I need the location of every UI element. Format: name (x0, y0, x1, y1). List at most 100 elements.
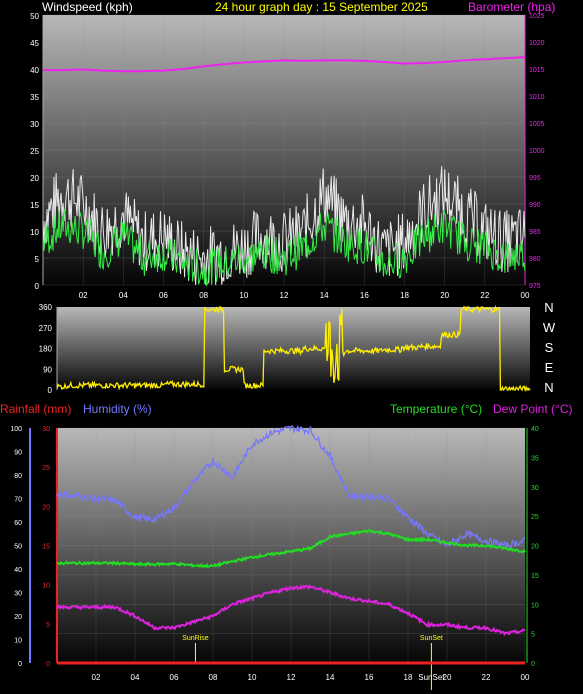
baro-tick-label: 975 (529, 283, 541, 290)
hour-tick-label: 18 (404, 673, 413, 682)
temperature-tick-label: 40 (531, 426, 539, 433)
wind-tick-label: 5 (35, 255, 40, 264)
hour-tick-label: 00 (521, 291, 530, 300)
rainfall-tick-label: 0 (46, 661, 50, 668)
rainfall-tick-label: 5 (46, 622, 50, 629)
humidity-tick-label: 20 (14, 614, 22, 621)
wind-tick-label: 25 (30, 147, 39, 156)
dewpoint-axis-label: Dew Point (°C) (493, 402, 573, 416)
temperature-tick-label: 10 (531, 602, 539, 609)
wind-tick-label: 40 (30, 66, 39, 75)
hour-tick-label: 06 (170, 673, 179, 682)
rainfall-tick-label: 15 (42, 544, 50, 551)
hour-tick-label: 22 (480, 291, 489, 300)
hour-tick-label: 02 (92, 673, 101, 682)
wind-tick-label: 0 (35, 282, 40, 291)
baro-tick-label: 1025 (529, 13, 545, 20)
hour-tick-label: 12 (287, 673, 296, 682)
barometer-series (43, 56, 526, 73)
hour-tick-label: 02 (79, 291, 88, 300)
temperature-tick-label: 0 (531, 661, 535, 668)
compass-label: N (544, 300, 553, 315)
sunset-axis-label: SunSet (418, 673, 445, 682)
wind-tick-label: 50 (30, 12, 39, 21)
temperature-series (57, 529, 526, 569)
compass-label: W (543, 320, 556, 335)
wind-tick-label: 20 (30, 174, 39, 183)
hour-tick-label: 16 (360, 291, 369, 300)
humidity-tick-label: 50 (14, 544, 22, 551)
humidity-tick-label: 10 (14, 638, 22, 645)
wind-tick-label: 35 (30, 93, 39, 102)
rainfall-tick-label: 25 (42, 465, 50, 472)
baro-tick-label: 1005 (529, 121, 545, 128)
direction-tick-label: 270 (39, 324, 53, 333)
hour-tick-label: 20 (443, 673, 452, 682)
rainfall-tick-label: 10 (42, 583, 50, 590)
hour-tick-label: 14 (320, 291, 329, 300)
wind-direction-series (56, 304, 531, 393)
rainfall-tick-label: 30 (42, 426, 50, 433)
hour-tick-label: 06 (159, 291, 168, 300)
humidity-series (56, 424, 526, 549)
hour-tick-label: 00 (521, 673, 530, 682)
direction-tick-label: 0 (48, 386, 53, 395)
compass-label: S (545, 340, 554, 355)
humidity-tick-label: 40 (14, 567, 22, 574)
baro-tick-label: 1020 (529, 40, 545, 47)
baro-tick-label: 985 (529, 229, 541, 236)
dewpoint-series (56, 584, 526, 637)
humidity-tick-label: 90 (14, 450, 22, 457)
hour-tick-label: 08 (209, 673, 218, 682)
temperature-tick-label: 5 (531, 632, 535, 639)
hour-tick-label: 04 (119, 291, 128, 300)
temperature-tick-label: 15 (531, 573, 539, 580)
sunrise-label: SunRise (182, 635, 209, 642)
baro-tick-label: 1010 (529, 94, 545, 101)
wind-tick-label: 15 (30, 201, 39, 210)
hour-tick-label: 12 (280, 291, 289, 300)
humidity-tick-label: 60 (14, 520, 22, 527)
hour-tick-label: 20 (440, 291, 449, 300)
wind-gust-series (42, 166, 526, 286)
baro-tick-label: 980 (529, 256, 541, 263)
compass-label: E (545, 360, 554, 375)
hour-tick-label: 16 (365, 673, 374, 682)
humidity-tick-label: 80 (14, 473, 22, 480)
rainfall-axis-label: Rainfall (mm) (0, 402, 72, 416)
baro-tick-label: 1015 (529, 67, 545, 74)
baro-tick-label: 1000 (529, 148, 545, 155)
humidity-tick-label: 100 (10, 426, 22, 433)
hour-tick-label: 10 (248, 673, 257, 682)
humidity-tick-label: 0 (18, 661, 22, 668)
humidity-tick-label: 70 (14, 497, 22, 504)
temperature-axis-label: Temperature (°C) (390, 402, 483, 416)
date-title: 24 hour graph day : 15 September 2025 (215, 0, 428, 14)
baro-tick-label: 990 (529, 202, 541, 209)
humidity-tick-label: 30 (14, 591, 22, 598)
sunset-label: SunSet (420, 635, 443, 642)
direction-plot-area (57, 307, 530, 390)
direction-tick-label: 180 (39, 345, 53, 354)
temperature-tick-label: 35 (531, 455, 539, 462)
barometer-axis-label: Barometer (hpa) (468, 0, 556, 14)
windspeed-axis-label: Windspeed (kph) (42, 0, 133, 14)
temperature-tick-label: 25 (531, 514, 539, 521)
temperature-tick-label: 30 (531, 485, 539, 492)
baro-tick-label: 995 (529, 175, 541, 182)
wind-tick-label: 30 (30, 120, 39, 129)
humidity-axis-label: Humidity (%) (83, 402, 152, 416)
wind-tick-label: 45 (30, 39, 39, 48)
wind-tick-label: 10 (30, 228, 39, 237)
hour-tick-label: 04 (131, 673, 140, 682)
hour-tick-label: 08 (199, 291, 208, 300)
rainfall-tick-label: 20 (42, 504, 50, 511)
temperature-tick-label: 20 (531, 544, 539, 551)
hour-tick-label: 22 (482, 673, 491, 682)
wind-average-series (42, 208, 526, 287)
compass-label: N (544, 380, 553, 395)
hour-tick-label: 14 (326, 673, 335, 682)
hour-tick-label: 10 (239, 291, 248, 300)
hour-tick-label: 18 (400, 291, 409, 300)
